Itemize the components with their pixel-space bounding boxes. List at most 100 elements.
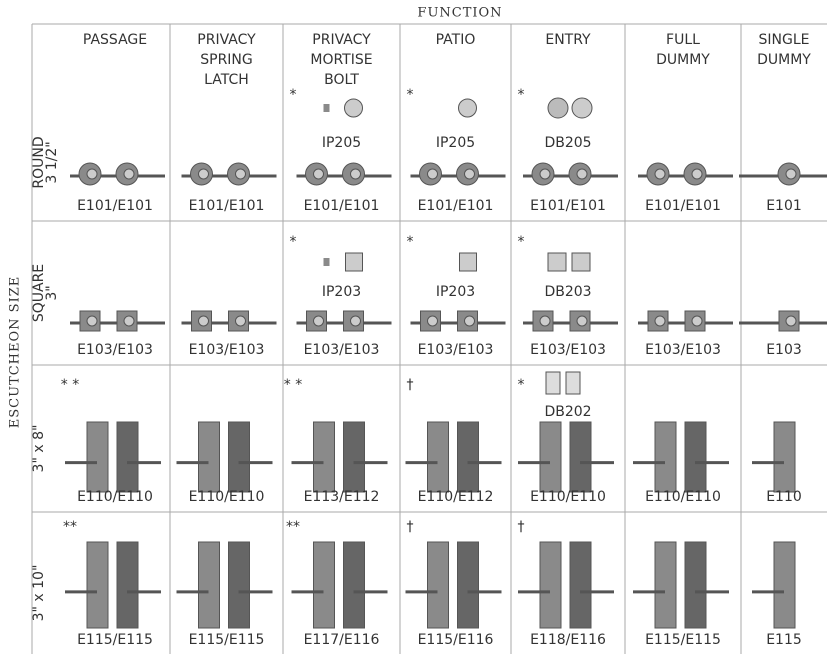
trim-icon <box>458 98 477 118</box>
note-mark: * <box>290 234 297 250</box>
column-header: MORTISE <box>310 52 372 68</box>
note-mark: ** <box>63 519 77 535</box>
plate-icon <box>773 421 796 493</box>
trim-code: IP205 <box>322 135 361 151</box>
knob-icon <box>654 168 666 180</box>
plate-icon <box>457 541 479 629</box>
trim-code: DB202 <box>544 404 591 420</box>
row-label: 3 1/2" <box>44 141 60 183</box>
trim-icon <box>323 104 330 112</box>
plate-icon <box>569 541 592 629</box>
product-code: E103/E103 <box>645 342 721 358</box>
product-code: E110/E110 <box>645 489 721 505</box>
trim-icon <box>459 252 477 272</box>
knob-icon <box>86 315 98 327</box>
column-header: DUMMY <box>656 52 710 68</box>
knob-icon <box>539 168 551 180</box>
note-mark: * <box>518 87 525 103</box>
product-code: E115/E115 <box>645 632 721 648</box>
plate-icon <box>86 421 109 493</box>
trim-icon <box>323 258 330 266</box>
product-code: E103/E103 <box>530 342 606 358</box>
product-code: E113/E112 <box>304 489 380 505</box>
product-code: E118/E116 <box>530 632 606 648</box>
trim-icon <box>547 97 569 119</box>
knob-icon <box>198 315 209 327</box>
knob-icon <box>123 168 135 180</box>
trim-icon <box>565 371 581 395</box>
knob-icon <box>464 315 475 327</box>
plate-icon <box>684 541 707 629</box>
plate-icon <box>313 421 335 493</box>
plate-icon <box>228 541 250 629</box>
plate-icon <box>198 541 220 629</box>
product-code: E110 <box>766 489 802 505</box>
plate-icon <box>427 421 449 493</box>
product-code: E110/E110 <box>77 489 153 505</box>
note-mark: ** <box>286 519 300 535</box>
note-mark: * <box>518 377 525 393</box>
note-mark: * <box>518 234 525 250</box>
trim-code: DB205 <box>544 135 591 151</box>
plate-icon <box>116 421 139 493</box>
product-code: E110/E110 <box>530 489 606 505</box>
note-mark: * * <box>61 377 79 393</box>
plate-icon <box>773 541 796 629</box>
plate-icon <box>427 541 449 629</box>
product-code: E103/E103 <box>189 342 265 358</box>
plate-icon <box>228 421 250 493</box>
trim-code: DB203 <box>544 284 591 300</box>
row-label: 3" <box>44 285 60 300</box>
row-label: SQUARE <box>31 264 47 322</box>
product-code: E103/E103 <box>418 342 494 358</box>
row-label: 3" x 10" <box>31 565 47 622</box>
plate-icon <box>539 421 562 493</box>
column-header: ENTRY <box>545 32 591 48</box>
product-code: E101/E101 <box>189 198 265 214</box>
note-mark: * <box>407 234 414 250</box>
title: FUNCTION <box>417 6 502 21</box>
plate-icon <box>457 421 479 493</box>
knob-icon <box>350 315 361 327</box>
product-code: E101/E101 <box>418 198 494 214</box>
plate-icon <box>343 541 365 629</box>
product-code: E115/E115 <box>189 632 265 648</box>
column-header: BOLT <box>324 72 359 88</box>
product-code: E115/E116 <box>418 632 494 648</box>
product-code: E101/E101 <box>530 198 606 214</box>
column-header: PATIO <box>436 32 476 48</box>
knob-icon <box>785 315 797 327</box>
knob-icon <box>235 168 246 180</box>
product-code: E110/E112 <box>418 489 494 505</box>
column-header: PASSAGE <box>83 32 147 48</box>
knob-icon <box>576 315 588 327</box>
knob-icon <box>464 168 475 180</box>
knob-icon <box>691 315 703 327</box>
trim-icon <box>571 97 593 119</box>
side-title: ESCUTCHEON SIZE <box>8 276 23 428</box>
trim-icon <box>344 98 363 118</box>
trim-code: IP203 <box>436 284 475 300</box>
knob-icon <box>313 315 324 327</box>
product-code: E103/E103 <box>304 342 380 358</box>
trim-code: IP203 <box>322 284 361 300</box>
knob-icon <box>313 168 324 180</box>
plate-icon <box>198 421 220 493</box>
knob-icon <box>576 168 588 180</box>
plate-icon <box>569 421 592 493</box>
column-header: LATCH <box>204 72 249 88</box>
column-header: SINGLE <box>759 32 810 48</box>
product-code: E101/E101 <box>77 198 153 214</box>
product-code: E103/E103 <box>77 342 153 358</box>
note-mark: * <box>407 87 414 103</box>
plate-icon <box>539 541 562 629</box>
product-code: E103 <box>766 342 802 358</box>
plate-icon <box>654 421 677 493</box>
row-label: 3" x 8" <box>31 425 47 473</box>
knob-icon <box>198 168 209 180</box>
note-mark: † <box>518 519 525 535</box>
knob-icon <box>539 315 551 327</box>
note-mark: † <box>407 377 414 393</box>
column-header: FULL <box>666 32 700 48</box>
